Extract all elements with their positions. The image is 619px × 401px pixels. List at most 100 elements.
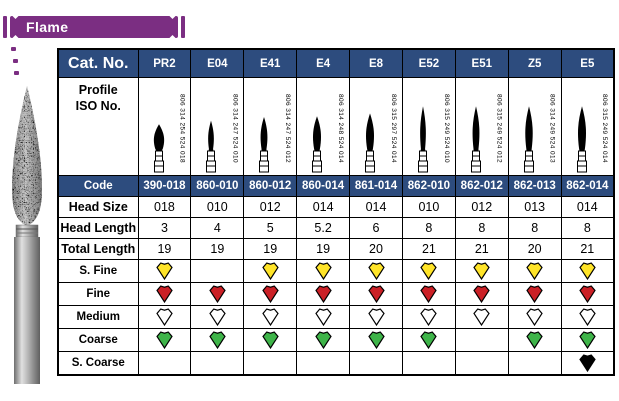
cell-profile-z5: 806 314 249 524 013: [507, 77, 562, 176]
cell-code-e52: 862-010: [401, 175, 456, 197]
row-label-total-length: Total Length: [57, 238, 139, 260]
cell-s_fine-e5: [560, 259, 615, 283]
grit-diamond-icon: [314, 262, 332, 280]
cell-head_size-e41: 012: [243, 196, 298, 218]
iso-number-e51: 806 315 249 524 012: [495, 94, 503, 164]
cell-code-e5: 862-014: [560, 175, 615, 197]
iso-number-pr2: 806 314 254 524 018: [178, 94, 186, 164]
cell-code-e41: 860-012: [243, 175, 298, 197]
cell-fine-e51: [454, 282, 509, 306]
grit-diamond-icon: [579, 262, 596, 280]
row-label-s-coarse: S. Coarse: [57, 351, 139, 376]
grit-diamond-icon: [473, 285, 491, 303]
cell-code-e8: 861-014: [349, 175, 403, 197]
cell-s_coarse-e8: [349, 351, 403, 376]
grit-diamond-icon: [156, 308, 173, 326]
cell-head_size-e5: 014: [560, 196, 615, 218]
cell-s_fine-z5: [507, 259, 562, 283]
profile-label: Profile: [78, 83, 118, 97]
row-code: Code 390-018 860-010 860-012 860-014 861-014…: [57, 175, 615, 197]
iso-number-e5: 806 315 249 524 014: [601, 94, 609, 164]
cell-fine-pr2: [137, 282, 192, 306]
bur-profile-icon: [259, 117, 270, 173]
cell-fine-e41: [243, 282, 298, 306]
cell-profile-pr2: 806 314 254 524 018: [137, 77, 192, 176]
cell-s_fine-e52: [401, 259, 456, 283]
cell-fine-e8: [349, 282, 403, 306]
row-s-fine: S. Fine: [57, 259, 615, 283]
grit-diamond-icon: [579, 285, 596, 303]
cell-cat_no-e8: E8: [349, 48, 403, 78]
cell-s_fine-e41: [243, 259, 298, 283]
row-head-size: Head Size 018 010 012 014 014 010 012 013 014: [57, 196, 615, 218]
profile-cell-pr2: 806 314 254 524 018: [139, 82, 190, 175]
row-label-s-fine: S. Fine: [57, 259, 139, 283]
row-head-length: Head Length 3 4 5 5.2 6 8 8 8 8: [57, 217, 615, 239]
grit-diamond-icon: [367, 308, 385, 326]
iso-no-label: ISO No.: [75, 99, 121, 114]
row-label-medium: Medium: [57, 305, 139, 329]
cell-fine-e4: [296, 282, 351, 306]
cell-profile-e8: 806 315 297 524 014: [349, 77, 403, 176]
cell-profile-e04: 806 314 247 524 010: [190, 77, 245, 176]
cell-coarse-pr2: [137, 328, 192, 352]
grit-diamond-icon: [579, 354, 596, 372]
cell-s_fine-e4: [296, 259, 351, 283]
grit-diamond-icon: [156, 331, 173, 349]
decorative-dot: [13, 59, 18, 63]
cell-cat_no-pr2: PR2: [137, 48, 192, 78]
row-fine: Fine: [57, 282, 615, 306]
cell-head_length-e51: 8: [454, 217, 509, 239]
row-medium: Medium: [57, 305, 615, 329]
cell-head_size-pr2: 018: [137, 196, 192, 218]
profile-cell-e4: 806 314 248 524 014: [298, 82, 349, 175]
row-label-head-length: Head Length: [57, 217, 139, 239]
cell-head_size-e4: 014: [296, 196, 351, 218]
grit-diamond-icon: [526, 308, 543, 326]
decorative-dot: [14, 71, 19, 75]
bur-profile-icon: [365, 113, 376, 173]
cell-s_coarse-e51: [454, 351, 509, 376]
cell-total_length-e52: 21: [401, 238, 456, 260]
cell-profile-e4: 806 314 248 524 014: [296, 77, 351, 176]
grit-diamond-icon: [367, 285, 385, 303]
bur-profile-icon: [312, 116, 323, 173]
cell-head_length-z5: 8: [507, 217, 562, 239]
cell-s_fine-e04: [190, 259, 245, 283]
cell-s_coarse-z5: [507, 351, 562, 376]
cell-head_length-e8: 6: [349, 217, 403, 239]
cell-head_length-e5: 8: [560, 217, 615, 239]
grit-diamond-icon: [420, 331, 438, 349]
cell-code-z5: 862-013: [507, 175, 562, 197]
cell-medium-e5: [560, 305, 615, 329]
grit-diamond-icon: [261, 285, 279, 303]
cell-head_size-e8: 014: [349, 196, 403, 218]
grit-diamond-icon: [579, 308, 596, 326]
flame-bur-photo-image: [12, 86, 42, 384]
decorative-dot: [11, 47, 16, 51]
cell-cat_no-e5: E5: [560, 48, 615, 78]
cell-fine-e5: [560, 282, 615, 306]
grit-diamond-icon: [209, 308, 226, 326]
cell-cat_no-e4: E4: [296, 48, 351, 78]
grit-diamond-icon: [314, 308, 332, 326]
iso-number-z5: 806 314 249 524 013: [548, 94, 556, 164]
cell-head_length-e04: 4: [190, 217, 245, 239]
grit-diamond-icon: [156, 262, 173, 280]
cell-head_size-e52: 010: [401, 196, 456, 218]
grit-diamond-icon: [526, 331, 543, 349]
cell-medium-z5: [507, 305, 562, 329]
grit-diamond-icon: [473, 308, 491, 326]
cell-head_size-e04: 010: [190, 196, 245, 218]
cell-s_coarse-e41: [243, 351, 298, 376]
cell-coarse-e41: [243, 328, 298, 352]
cell-coarse-e4: [296, 328, 351, 352]
grit-diamond-icon: [367, 331, 385, 349]
bur-profile-icon: [417, 106, 428, 173]
cell-s_fine-e8: [349, 259, 403, 283]
profile-cell-e41: 806 314 247 524 012: [245, 82, 296, 175]
cell-total_length-e5: 21: [560, 238, 615, 260]
row-cat-no: Cat. No. PR2 E04 E41 E4 E8 E52 E51 Z5 E5: [57, 48, 615, 78]
row-label-cat-no: Cat. No.: [57, 48, 139, 78]
cell-coarse-z5: [507, 328, 562, 352]
